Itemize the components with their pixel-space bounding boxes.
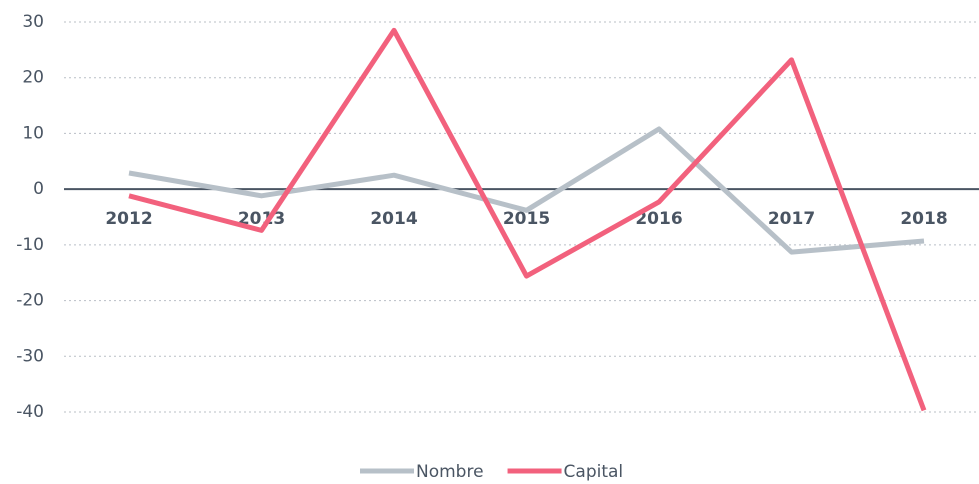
x-tick-label: 2018 [900,209,947,229]
y-tick-label: 30 [22,12,44,32]
y-tick-label: -20 [16,291,44,311]
x-tick-label: 2012 [105,209,152,229]
x-tick-label: 2017 [768,209,815,229]
y-tick-label: 10 [22,123,44,143]
x-tick-label: 2015 [503,209,550,229]
x-tick-label: 2016 [635,209,682,229]
y-tick-label: -10 [16,235,44,255]
legend-label: Nombre [416,462,484,482]
y-tick-label: 0 [33,179,44,199]
y-tick-label: -40 [16,402,44,422]
series-line [128,27,927,412]
y-tick-label: -30 [16,346,44,366]
series-line [128,126,925,255]
x-tick-label: 2014 [370,209,417,229]
y-tick-label: 20 [22,68,44,88]
legend-label: Capital [564,462,624,482]
